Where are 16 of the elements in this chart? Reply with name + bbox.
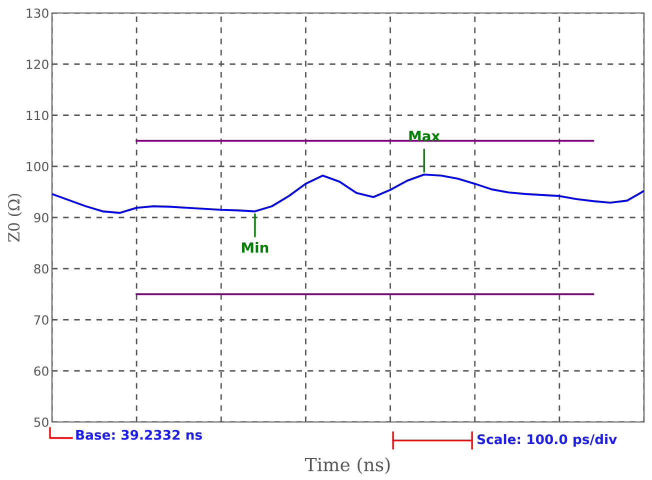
- annotation: Max: [409, 130, 440, 142]
- y-tick-label: 70: [34, 315, 48, 325]
- y-tick-label: 120: [26, 60, 48, 70]
- y-tick-label: 60: [34, 366, 48, 376]
- y-tick-label: 110: [26, 110, 48, 120]
- x-axis-title: Time (ns): [305, 457, 390, 474]
- y-tick-label: 130: [26, 8, 48, 18]
- text: Base: 39.2332 ns: [76, 430, 202, 440]
- text: Scale: 100.0 ps/div: [477, 434, 617, 447]
- y-axis-title: Z0 (Ω): [8, 194, 22, 242]
- y-tick-label: 80: [34, 264, 48, 274]
- y-tick-label: 50: [34, 417, 48, 427]
- y-tick-label: 90: [34, 212, 48, 222]
- y-tick-label: 100: [26, 162, 48, 172]
- line-series: [52, 174, 644, 214]
- annotation: Min: [242, 242, 268, 253]
